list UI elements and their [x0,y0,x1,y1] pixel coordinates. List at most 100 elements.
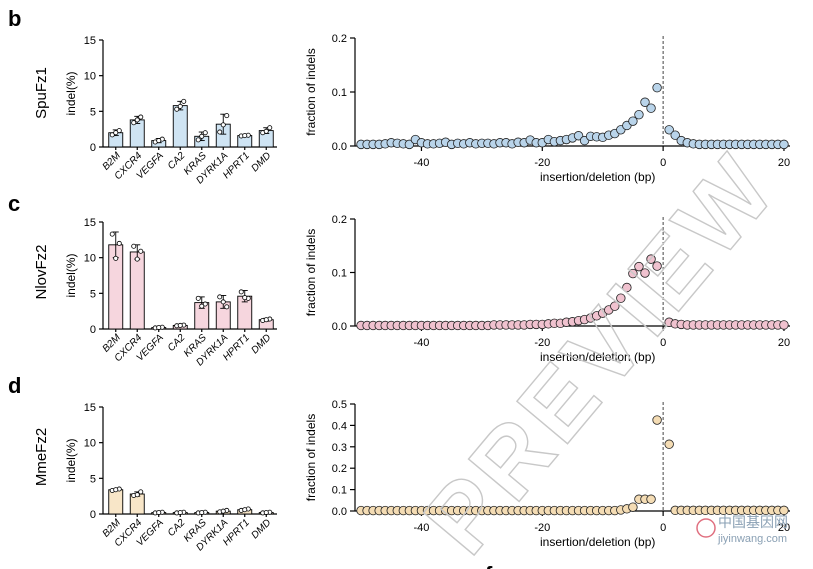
x-tick-label: -40 [414,337,430,349]
replicate-point [181,98,187,104]
y-tick-label: 0.1 [332,485,347,497]
data-point [640,97,650,107]
x-tick-label: 0 [660,337,666,349]
y-tick-label: 0.4 [332,420,347,432]
y-tick-label: 5 [90,473,96,485]
replicate-point [199,133,205,139]
replicate-point [109,231,115,237]
replicate-point [220,508,226,514]
y-axis-label: fraction of indels [304,48,318,135]
x-axis-label: insertion/deletion (bp) [540,535,655,549]
indel-scatter-spufz1: 0.0 0.1 0.2 -40 -20 0 20 fraction of indels inse… [304,33,790,184]
x-axis-label: insertion/deletion (bp) [540,170,655,184]
site-logo: 中国基因网 jiyinwang.com [696,514,788,545]
y-tick-label: 0 [90,324,96,336]
replicate-point [267,125,273,131]
replicate-point [113,255,119,261]
replicate-point [113,487,119,493]
replicate-point [220,122,226,128]
logo-circle-icon [696,518,716,538]
x-tick-label: -40 [414,522,430,534]
panel-letter-b: b [8,6,21,31]
data-point [634,109,644,120]
x-tick-label: 20 [778,157,790,169]
y-tick-label: 0.0 [332,506,347,518]
x-tick-label: 0 [660,157,666,169]
x-tick-label: -40 [414,157,430,169]
y-axis-label: fraction of indels [304,414,318,501]
y-axis-label: indel(%) [64,253,78,297]
replicate-point [116,128,122,134]
x-tick-label: 0 [660,522,666,534]
y-tick-label: 15 [84,35,96,47]
y-tick-label: 0.2 [332,463,347,475]
replicate-point [224,113,230,119]
data-point [652,415,662,425]
data-point [652,82,662,93]
y-tick-label: 0.3 [332,442,347,454]
panel-letter-c: c [8,191,20,216]
replicate-point [138,248,144,254]
data-point [646,494,656,504]
replicate-point [263,317,269,323]
replicate-point [238,289,244,295]
x-tick-label: 20 [778,337,790,349]
y-tick-label: 0.2 [332,33,347,45]
y-tick-label: 0 [90,142,96,154]
replicate-point [131,120,137,126]
bar [129,251,145,330]
enzyme-label-nlovfz2: NlovFz2 [33,244,50,299]
y-tick-label: 10 [84,253,96,265]
data-point [652,261,662,271]
y-tick-label: 0 [90,509,96,521]
replicate-point [131,243,137,249]
panel-letter-f: f [485,562,493,569]
y-tick-label: 0.5 [332,399,347,411]
replicate-point [263,128,269,134]
y-tick-label: 0.1 [332,268,347,280]
y-tick-label: 15 [84,217,96,229]
y-tick-label: 5 [90,288,96,300]
preview-watermark: PREVIEW [403,133,798,569]
data-point [646,103,656,113]
x-tick-label: -20 [534,337,550,349]
y-tick-label: 0.0 [332,321,347,333]
x-axis-label: insertion/deletion (bp) [540,350,655,364]
replicate-point [134,492,140,498]
replicate-point [177,103,183,109]
replicate-point [242,295,248,301]
data-point [628,116,638,126]
replicate-point [195,295,201,301]
replicate-point [220,299,226,305]
indel-scatter-nlovfz2: 0.0 0.1 0.2 -40 -20 0 20 fraction of indels inse… [304,214,790,364]
data-point [622,282,632,293]
replicate-point [134,256,140,262]
replicate-point [224,304,230,310]
data-point [628,268,638,279]
data-point [646,254,656,264]
x-tick-label: 20 [778,522,790,534]
data-point [573,131,584,141]
replicate-point [156,138,162,144]
logo-site: jiyinwang.com [717,533,787,545]
indel-scatter-mmefz2: 0.0 0.1 0.2 0.3 0.4 0.5 -40 -20 0 20 fraction of i… [304,399,790,549]
replicate-point [113,130,119,136]
panel-letter-d: d [8,373,21,398]
replicate-point [202,130,208,136]
data-point [779,505,789,516]
replicate-point [177,322,183,328]
y-tick-label: 0.0 [332,141,347,153]
replicate-point [202,301,208,307]
replicate-point [195,137,201,143]
y-axis-label: indel(%) [64,438,78,482]
category-label: DMD [249,332,273,356]
y-axis-label: indel(%) [64,71,78,115]
replicate-point [134,117,140,123]
data-point [664,125,674,135]
data-point [779,139,789,150]
data-point [634,261,644,272]
data-point [628,502,638,512]
data-point [640,268,650,278]
